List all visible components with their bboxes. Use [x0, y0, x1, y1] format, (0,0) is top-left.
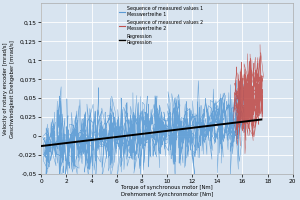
X-axis label: Torque of synchronous motor [Nm]
Drehmoment Synchronmotor [Nm]: Torque of synchronous motor [Nm] Drehmom…	[121, 185, 213, 197]
Y-axis label: Velocity of rotary encoder [mrad/s]
Geschwindigkeit Drehgeber [mrad/s]: Velocity of rotary encoder [mrad/s] Gesc…	[4, 40, 15, 138]
Legend: Sequence of measured values 1
Messwertreihe 1, Sequence of measured values 2
Mes: Sequence of measured values 1 Messwertre…	[119, 6, 203, 45]
